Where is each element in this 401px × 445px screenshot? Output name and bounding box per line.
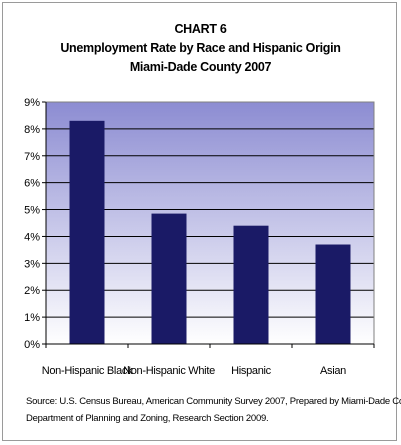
bar [315, 244, 351, 344]
chart-frame [2, 2, 397, 441]
y-tick-label: 4% [24, 231, 40, 243]
source-note: Source: U.S. Census Bureau, American Com… [26, 393, 401, 427]
y-tick-label: 8% [24, 124, 40, 136]
bar [233, 225, 269, 344]
chart-number: CHART 6 [174, 22, 227, 36]
bar [69, 120, 105, 344]
x-tick-label: Hispanic [231, 365, 272, 377]
y-tick-label: 0% [24, 339, 40, 351]
y-tick-label: 5% [24, 205, 40, 217]
y-tick-label: 9% [24, 97, 40, 109]
chart-titles: CHART 6 Unemployment Rate by Race and Hi… [0, 20, 401, 77]
source-line-2: Department of Planning and Zoning, Resea… [26, 413, 269, 424]
y-tick-label: 7% [24, 151, 40, 163]
x-tick-label: Non-Hispanic Black [42, 365, 133, 377]
x-tick-label: Asian [320, 365, 346, 377]
x-tick-label: Non-Hispanic White [123, 365, 215, 377]
y-tick-label: 3% [24, 258, 40, 270]
chart-subtitle: Miami-Dade County 2007 [129, 60, 272, 74]
y-tick-label: 1% [24, 312, 40, 324]
y-tick-label: 2% [24, 285, 40, 297]
source-line-1: Source: U.S. Census Bureau, American Com… [26, 396, 401, 407]
y-tick-label: 6% [24, 178, 40, 190]
bar [151, 213, 187, 344]
chart-title: Unemployment Rate by Race and Hispanic O… [60, 41, 341, 55]
